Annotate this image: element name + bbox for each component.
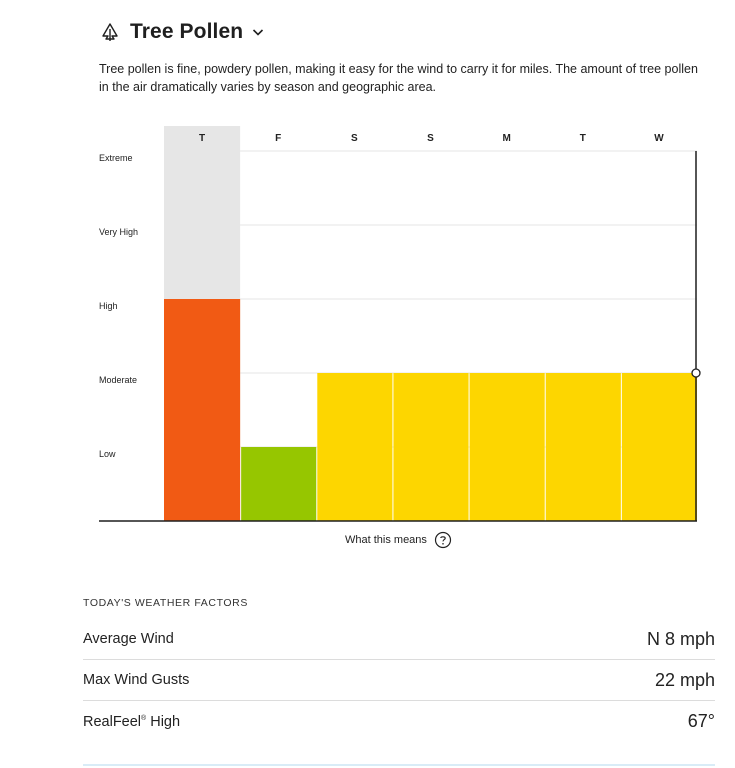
factor-row-average-wind: Average Wind N 8 mph — [83, 619, 715, 660]
pollen-bar — [317, 373, 393, 521]
day-label: M — [502, 133, 510, 144]
pollen-header[interactable]: Tree Pollen — [100, 18, 265, 46]
pollen-bar — [393, 373, 469, 521]
day-label: F — [275, 133, 281, 144]
pollen-bar — [469, 373, 545, 521]
next-card-edge — [83, 764, 715, 768]
factor-value: 67° — [687, 711, 715, 731]
level-label: Low — [99, 449, 116, 459]
pollen-bar — [545, 373, 621, 521]
pollen-bar — [164, 299, 241, 521]
factor-value: 22 mph — [654, 669, 715, 690]
day-label: W — [654, 133, 664, 144]
pollen-chart-svg: Low Moderate High Very High Extreme T F S S M T W — [99, 126, 701, 522]
pollen-bar — [621, 373, 697, 521]
page-title: Tree Pollen — [130, 20, 244, 43]
factor-label: Average Wind — [83, 631, 174, 647]
realfeel-suffix: High — [146, 713, 181, 730]
tree-icon — [100, 22, 120, 42]
day-label: T — [199, 133, 205, 144]
pollen-description: Tree pollen is fine, powdery pollen, mak… — [99, 62, 698, 94]
factor-label: RealFeel® High — [83, 714, 180, 730]
level-label: Very High — [99, 227, 138, 237]
marker-handle — [691, 368, 701, 378]
question-circle-icon — [434, 531, 452, 549]
level-label: Extreme — [99, 153, 133, 163]
realfeel-label: RealFeel — [83, 713, 142, 730]
chevron-down-icon[interactable] — [251, 25, 265, 39]
registered-mark: ® — [141, 714, 147, 722]
weather-factors-heading: TODAY'S WEATHER FACTORS — [83, 597, 248, 609]
what-this-means-link[interactable]: What this means — [345, 530, 452, 550]
level-label: Moderate — [99, 375, 137, 385]
level-label: High — [99, 301, 118, 311]
pollen-bar — [241, 447, 317, 521]
what-this-means-label: What this means — [345, 534, 427, 546]
factor-row-max-wind-gusts: Max Wind Gusts 22 mph — [83, 660, 715, 701]
factor-label: Max Wind Gusts — [83, 672, 190, 688]
factor-value: N 8 mph — [646, 628, 715, 649]
day-label: S — [427, 133, 434, 144]
day-label: T — [580, 133, 586, 144]
factor-row-realfeel-high: RealFeel® High 67° — [83, 701, 715, 742]
day-label: S — [351, 133, 358, 144]
